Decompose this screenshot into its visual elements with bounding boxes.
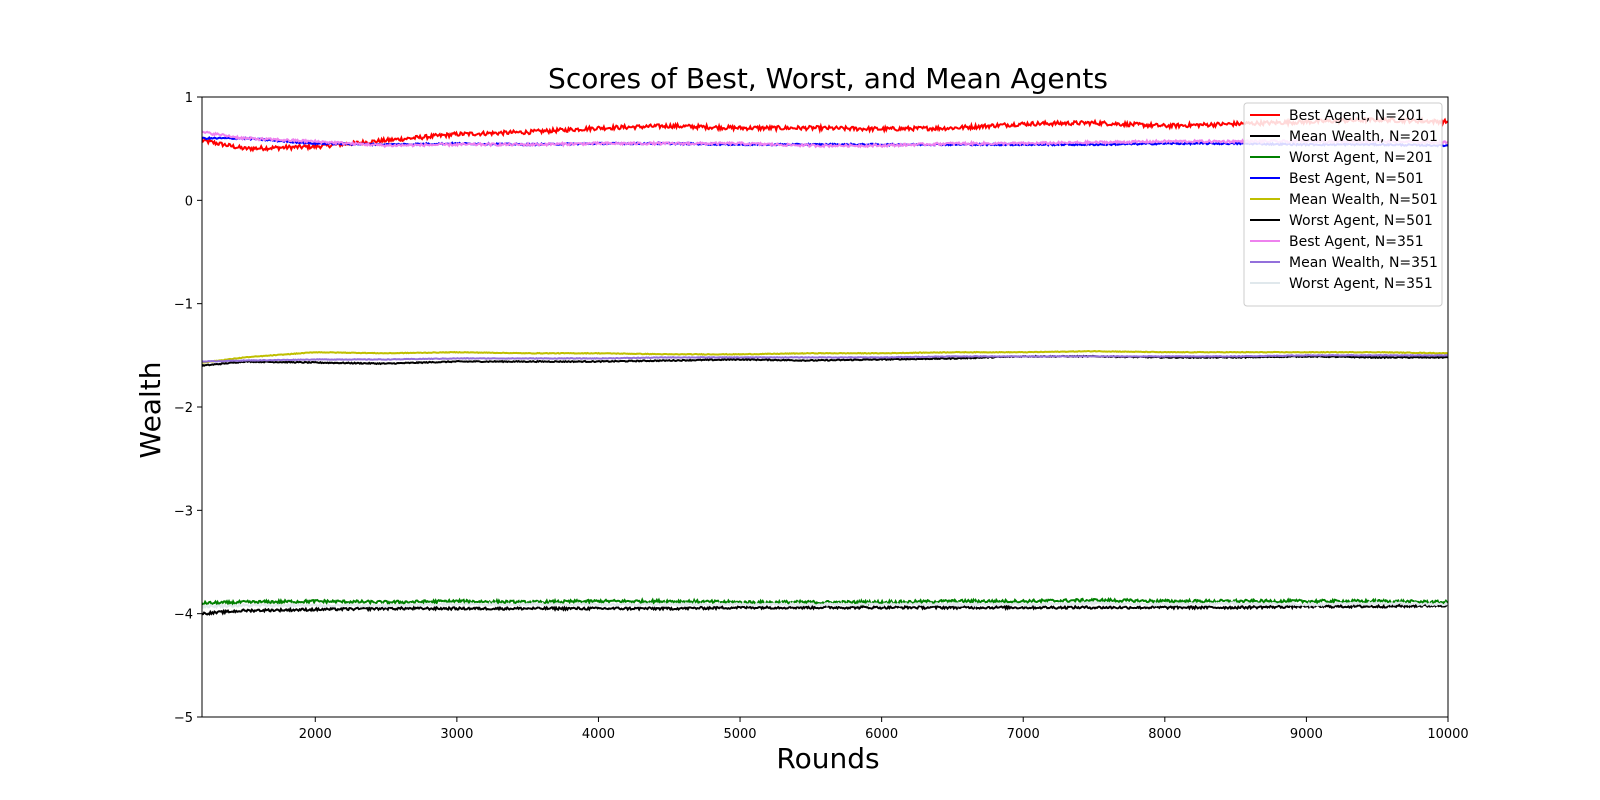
legend-label: Worst Agent, N=501 bbox=[1289, 213, 1433, 229]
plot-area bbox=[201, 96, 1449, 718]
series-line-6 bbox=[202, 602, 1448, 616]
series-line-7 bbox=[202, 130, 1448, 149]
legend-label: Mean Wealth, N=501 bbox=[1289, 192, 1438, 208]
y-tick-label: −1 bbox=[174, 298, 193, 313]
x-tick-label: 8000 bbox=[1148, 727, 1181, 742]
legend-label: Worst Agent, N=351 bbox=[1289, 276, 1433, 292]
series-line-9 bbox=[202, 600, 1448, 610]
legend-label: Best Agent, N=501 bbox=[1289, 171, 1424, 187]
legend: Best Agent, N=201 Mean Wealth, N=201 Worst… bbox=[1243, 102, 1443, 307]
x-axis: 2000 3000 4000 5000 6000 7000 8000 9000 10000 bbox=[299, 717, 1469, 742]
y-tick-label: −3 bbox=[174, 504, 193, 519]
series-line-1 bbox=[202, 114, 1448, 153]
x-tick-label: 9000 bbox=[1290, 727, 1323, 742]
y-tick-label: 1 bbox=[185, 91, 193, 106]
y-tick-label: −4 bbox=[174, 608, 193, 623]
legend-box bbox=[1243, 102, 1443, 307]
chart-title: Scores of Best, Worst, and Mean Agents bbox=[548, 62, 1108, 95]
y-tick-label: −2 bbox=[174, 401, 193, 416]
x-tick-label: 7000 bbox=[1007, 727, 1040, 742]
legend-label: Worst Agent, N=201 bbox=[1289, 150, 1433, 166]
series-line-8 bbox=[202, 353, 1448, 363]
series-line-2 bbox=[202, 354, 1448, 367]
x-axis-label: Rounds bbox=[776, 742, 879, 775]
x-tick-label: 3000 bbox=[440, 727, 473, 742]
legend-label: Mean Wealth, N=351 bbox=[1289, 255, 1438, 271]
legend-label: Best Agent, N=351 bbox=[1289, 234, 1424, 250]
y-axis: −5 −4 −3 −2 −1 0 1 bbox=[174, 91, 202, 726]
x-tick-label: 10000 bbox=[1427, 727, 1468, 742]
y-axis-label: Wealth bbox=[134, 362, 167, 459]
x-tick-label: 5000 bbox=[723, 727, 756, 742]
series-line-5 bbox=[202, 349, 1448, 364]
x-tick-label: 6000 bbox=[865, 727, 898, 742]
y-tick-label: −5 bbox=[174, 711, 193, 726]
y-tick-label: 0 bbox=[185, 194, 193, 209]
series-lines bbox=[202, 114, 1448, 616]
x-tick-label: 4000 bbox=[582, 727, 615, 742]
legend-label: Best Agent, N=201 bbox=[1289, 108, 1424, 124]
x-tick-label: 2000 bbox=[299, 727, 332, 742]
legend-label: Mean Wealth, N=201 bbox=[1289, 129, 1438, 145]
